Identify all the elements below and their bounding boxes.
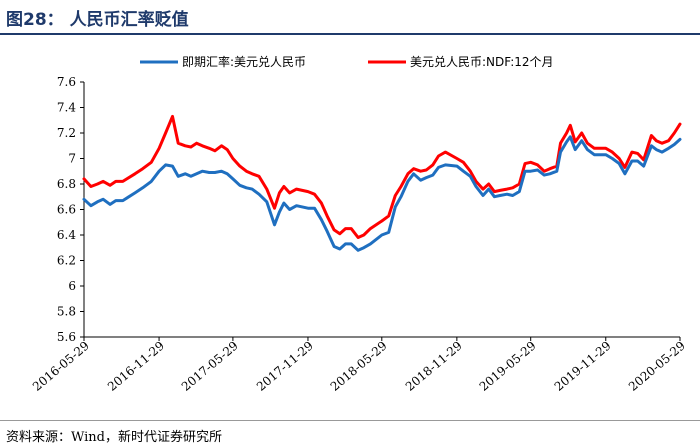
legend-spot-label: 即期汇率:美元兑人民币 xyxy=(182,54,306,69)
x-tick-label: 2019-11-29 xyxy=(552,339,614,394)
x-tick-label: 2016-05-29 xyxy=(30,339,92,394)
y-tick-label: 7.6 xyxy=(57,75,76,89)
x-tick-label: 2017-11-29 xyxy=(254,339,316,394)
x-tick-label: 2018-05-29 xyxy=(328,339,390,394)
y-tick-label: 5.6 xyxy=(57,330,76,344)
y-tick-label: 7.2 xyxy=(57,126,76,140)
title-divider xyxy=(0,33,700,35)
x-tick-label: 2019-05-29 xyxy=(477,339,539,394)
legend-ndf-label: 美元兑人民币:NDF:12个月 xyxy=(410,55,554,69)
y-tick-label: 5.8 xyxy=(57,305,76,319)
ndf-12m-line xyxy=(82,114,682,239)
figure-title: 图28： 人民币汇率贬值 xyxy=(6,10,189,30)
x-tick-label: 2020-05-29 xyxy=(626,339,688,394)
x-tick-label: 2018-11-29 xyxy=(403,339,465,394)
y-tick-label: 7 xyxy=(68,152,76,166)
y-tick-label: 7.4 xyxy=(57,101,76,115)
x-tick-label: 2016-11-29 xyxy=(105,339,167,394)
y-tick-label: 6.4 xyxy=(57,228,76,242)
spot-rate-line xyxy=(82,135,682,252)
y-tick-label: 6.2 xyxy=(57,254,76,268)
source-divider xyxy=(0,420,700,421)
y-tick-label: 6.8 xyxy=(57,177,76,191)
figure-header: 图28： 人民币汇率贬值 xyxy=(0,0,700,35)
x-tick-label: 2017-05-29 xyxy=(179,339,241,394)
y-tick-label: 6.6 xyxy=(57,203,76,217)
y-tick-label: 6 xyxy=(68,279,76,293)
source-note: 资料来源：Wind，新时代证券研究所 xyxy=(6,430,222,445)
